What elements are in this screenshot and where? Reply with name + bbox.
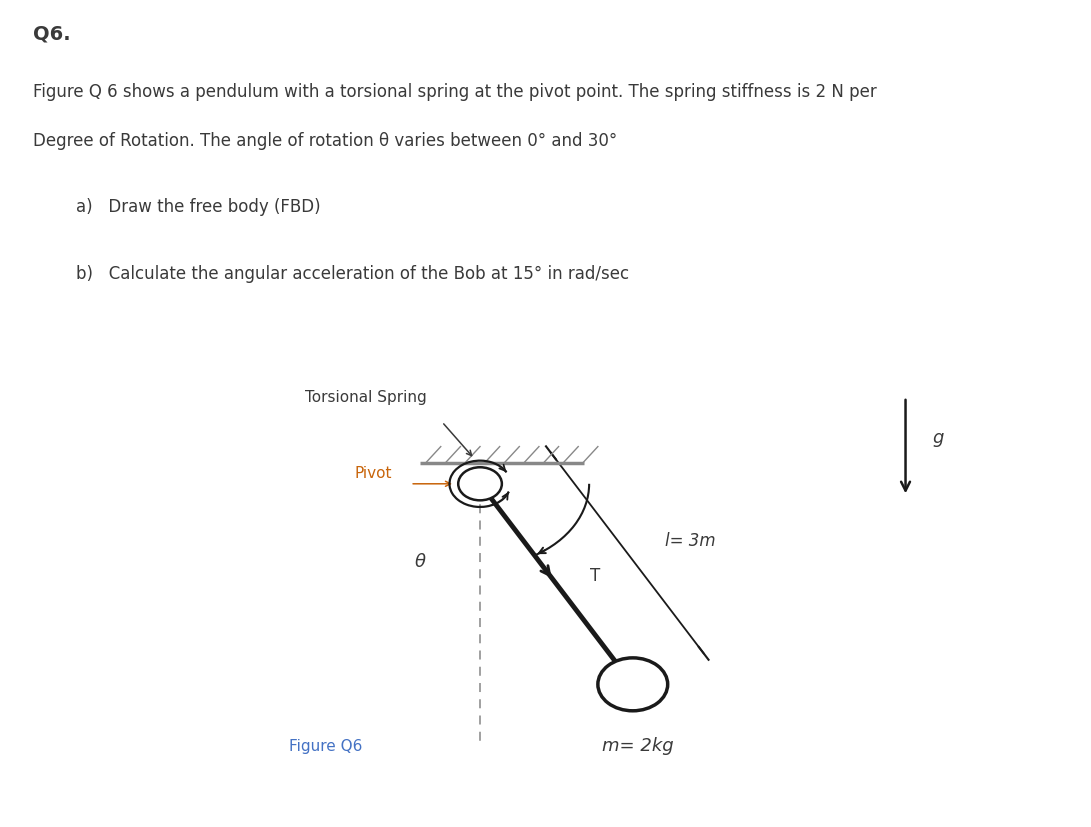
Text: Figure Q6: Figure Q6 [289,739,362,754]
Text: Torsional Spring: Torsional Spring [305,390,428,405]
Text: Q6.: Q6. [33,25,70,44]
Text: a)   Draw the free body (FBD): a) Draw the free body (FBD) [76,198,321,217]
Text: g: g [933,429,944,447]
Circle shape [598,657,668,710]
Text: m= 2kg: m= 2kg [602,738,674,755]
Text: Bob: Bob [620,677,646,691]
Text: Figure Q 6 shows a pendulum with a torsional spring at the pivot point. The spri: Figure Q 6 shows a pendulum with a torsi… [33,83,876,101]
Circle shape [458,467,502,500]
Text: Degree of Rotation. The angle of rotation θ varies between 0° and 30°: Degree of Rotation. The angle of rotatio… [33,132,618,151]
Text: b)   Calculate the angular acceleration of the Bob at 15° in rad/sec: b) Calculate the angular acceleration of… [76,265,630,283]
Text: l= 3m: l= 3m [666,532,716,550]
Text: Pivot: Pivot [355,466,392,481]
Text: T: T [590,567,600,585]
Text: θ: θ [415,553,425,571]
